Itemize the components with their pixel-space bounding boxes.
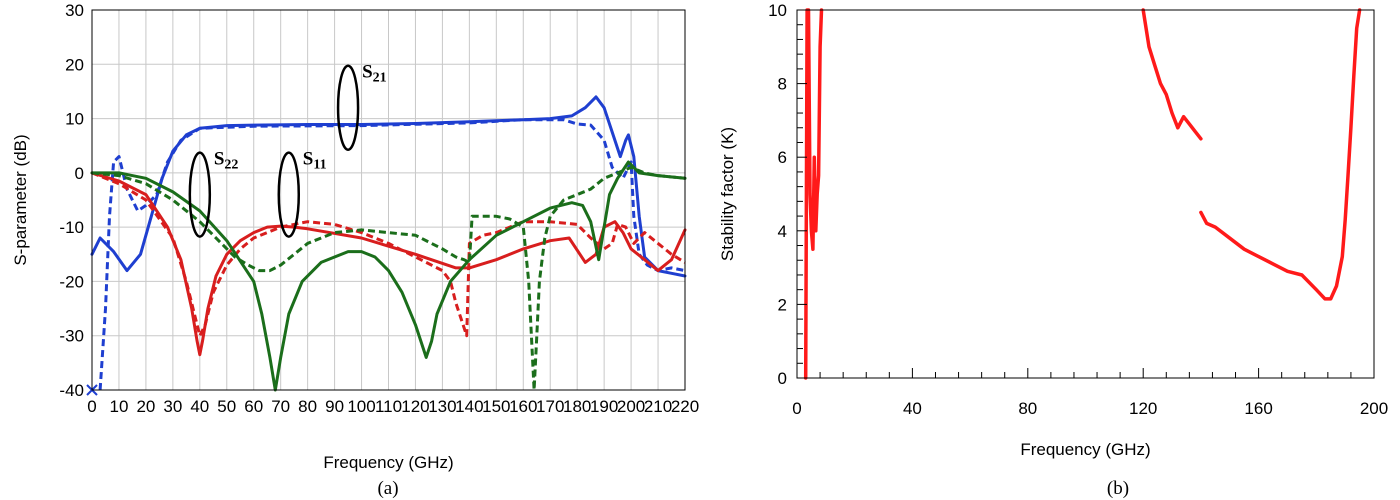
x-tick-label: 90 xyxy=(325,397,344,416)
x-tick-label: 80 xyxy=(298,397,317,416)
x-tick-label: 80 xyxy=(1018,399,1037,418)
y-tick-label: -20 xyxy=(59,272,84,291)
annotation-label: S11 xyxy=(303,149,327,173)
x-tick-label: 150 xyxy=(482,397,510,416)
series-line-s22 xyxy=(90,160,687,392)
series-line-s11 xyxy=(90,171,687,357)
x-tick-label: 190 xyxy=(590,397,618,416)
k-line-segment-1 xyxy=(803,8,824,380)
tick-marks-b xyxy=(796,9,1375,379)
x-axis-label-a: Frequency (GHz) xyxy=(323,453,453,472)
x-tick-label: 160 xyxy=(509,397,537,416)
annotation-ellipse xyxy=(188,151,212,238)
series-line-s22-dashed xyxy=(91,165,686,392)
y-tick-label: 4 xyxy=(778,222,787,241)
y-tick-label: 10 xyxy=(65,110,84,129)
panel-label-a: (a) xyxy=(377,478,398,499)
annotation-s21: S21 xyxy=(336,62,387,151)
x-tick-label: 50 xyxy=(217,397,236,416)
series-group-b xyxy=(803,8,1362,380)
series-group-a xyxy=(86,95,687,396)
x-tick-label: 110 xyxy=(375,397,402,416)
panel-label-b: (b) xyxy=(1107,478,1129,499)
x-tick-label: 30 xyxy=(163,397,182,416)
grid-a xyxy=(91,9,686,391)
x-tick-label: 140 xyxy=(455,397,483,416)
x-tick-label: 210 xyxy=(644,397,672,416)
x-tick-label: 20 xyxy=(136,397,155,416)
annotation-label: S22 xyxy=(214,149,239,173)
x-tick-label: 10 xyxy=(109,397,128,416)
x-tick-label: 200 xyxy=(617,397,645,416)
k-line-segment-3 xyxy=(1199,8,1362,301)
x-tick-label: 40 xyxy=(190,397,209,416)
y-tick-label: -10 xyxy=(59,218,84,237)
x-tick-label: 0 xyxy=(792,399,801,418)
x-tick-label: 120 xyxy=(1129,399,1157,418)
x-tick-label: 220 xyxy=(671,397,699,416)
stability-factor-chart: 0 40 80 120 160 200 0 2 4 6 8 10 Frequency (GHz) St… xyxy=(718,1,1388,499)
x-tick-label: 130 xyxy=(428,397,456,416)
y-tick-label: 2 xyxy=(778,295,787,314)
tick-labels-b: 0 40 80 120 160 200 0 2 4 6 8 10 xyxy=(768,1,1388,418)
y-tick-label: 6 xyxy=(778,148,787,167)
y-tick-label: -40 xyxy=(59,381,84,400)
x-tick-label: 0 xyxy=(87,397,96,416)
y-tick-label: 10 xyxy=(768,1,787,20)
y-tick-label: 0 xyxy=(778,369,787,388)
x-tick-label: 100 xyxy=(347,397,375,416)
y-tick-label: 20 xyxy=(65,55,84,74)
y-tick-label: 0 xyxy=(75,164,84,183)
tick-labels-a: 0 10 20 30 40 50 60 70 80 90 100 110 120130140150160… xyxy=(59,1,699,416)
series-line-s21-dashed xyxy=(98,118,686,391)
x-tick-label: 170 xyxy=(536,397,564,416)
x-tick-label: 160 xyxy=(1244,399,1272,418)
x-axis-label-b: Frequency (GHz) xyxy=(1020,440,1150,459)
annotation-ellipse xyxy=(336,64,360,151)
x-tick-label: 40 xyxy=(903,399,922,418)
x-tick-label: 70 xyxy=(271,397,290,416)
x-tick-label: 180 xyxy=(563,397,591,416)
x-tick-label: 60 xyxy=(244,397,263,416)
annotation-label: S21 xyxy=(362,62,387,86)
y-tick-label: -30 xyxy=(59,327,84,346)
k-line-segment-2 xyxy=(1141,8,1203,141)
series-line-s11-dashed xyxy=(91,171,686,338)
plot-frame-b xyxy=(796,9,1375,379)
x-tick-label: 120 xyxy=(401,397,429,416)
annotations-a: S21 S22 S11 xyxy=(188,62,387,238)
y-tick-label: 8 xyxy=(778,75,787,94)
annotation-ellipse xyxy=(277,151,301,238)
plot-frame-a xyxy=(91,9,686,391)
annotation-s22: S22 xyxy=(188,149,239,238)
y-axis-label-b: Stability factor (K) xyxy=(718,127,737,261)
y-tick-label: 30 xyxy=(65,1,84,20)
y-axis-label-a: S-parameter (dB) xyxy=(11,134,30,265)
x-tick-label: 200 xyxy=(1360,399,1388,418)
